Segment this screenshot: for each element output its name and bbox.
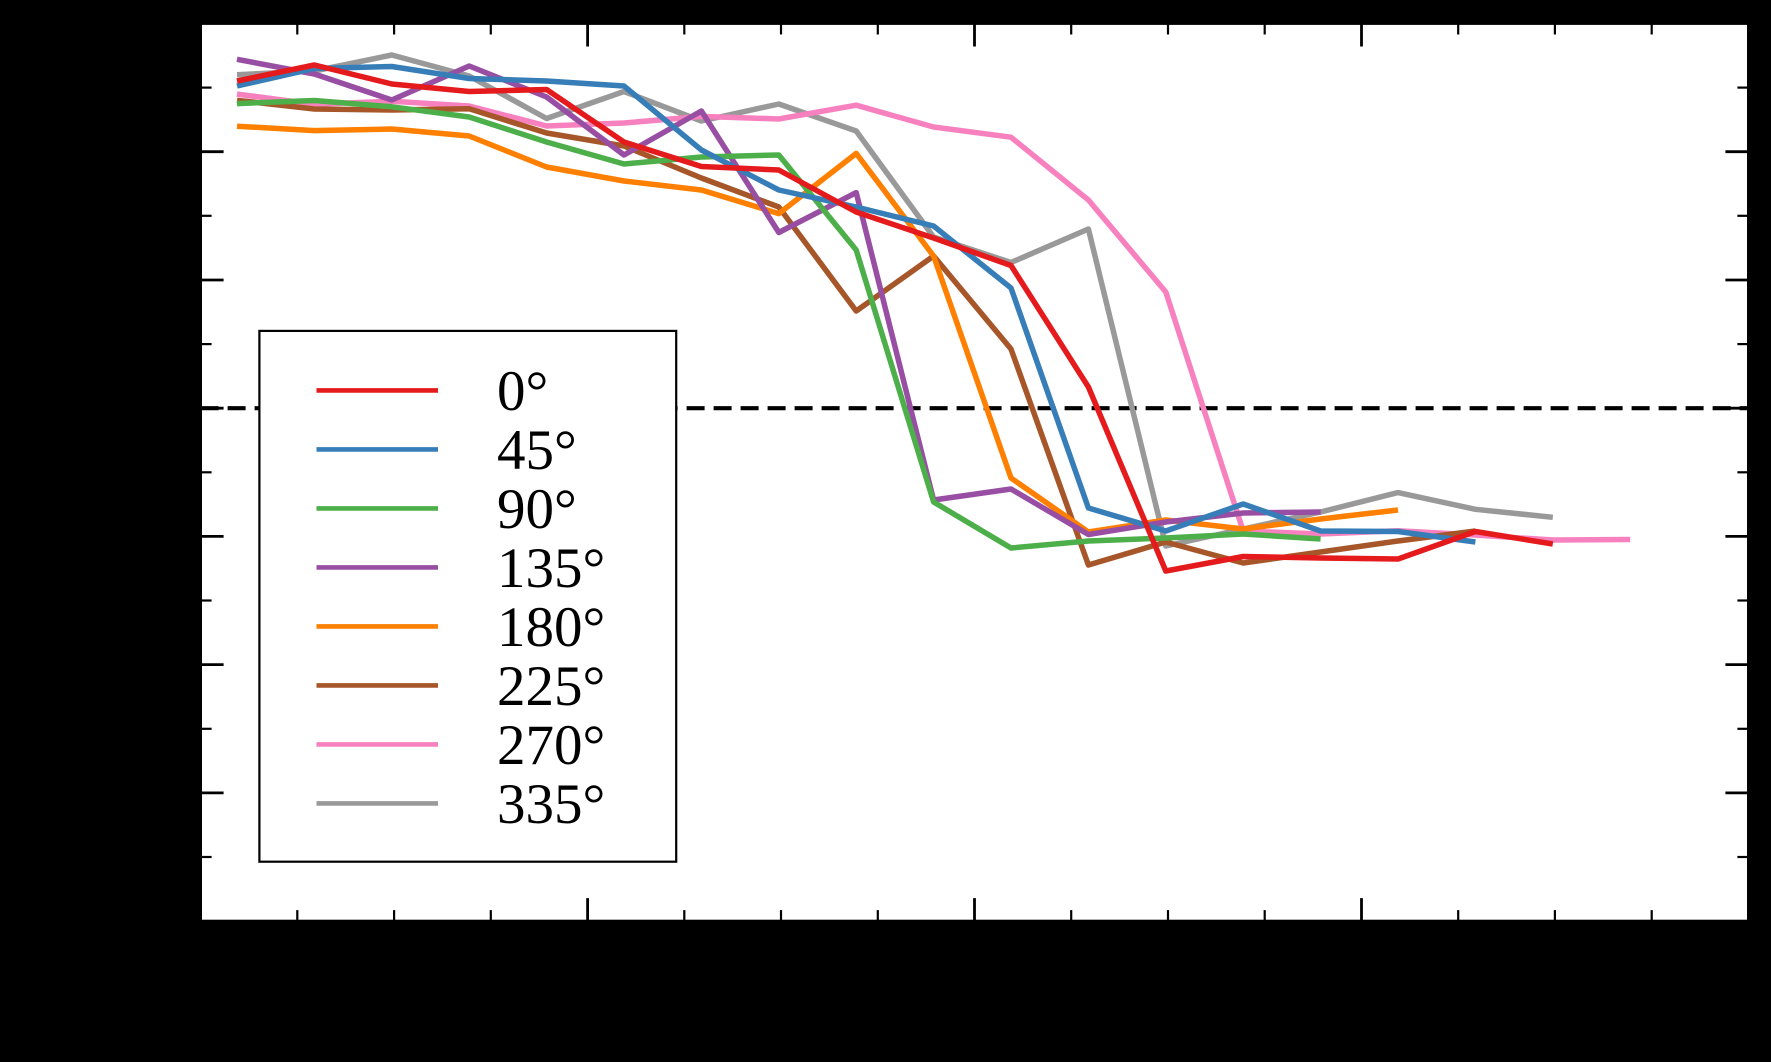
svg-text:45°: 45° [497,419,577,482]
svg-text:135°: 135° [497,537,605,600]
svg-text:225°: 225° [497,655,605,718]
svg-text:90°: 90° [497,478,577,541]
svg-text:180°: 180° [497,596,605,659]
svg-text:335°: 335° [497,773,605,836]
svg-text:0°: 0° [497,360,548,423]
svg-text:270°: 270° [497,714,605,777]
